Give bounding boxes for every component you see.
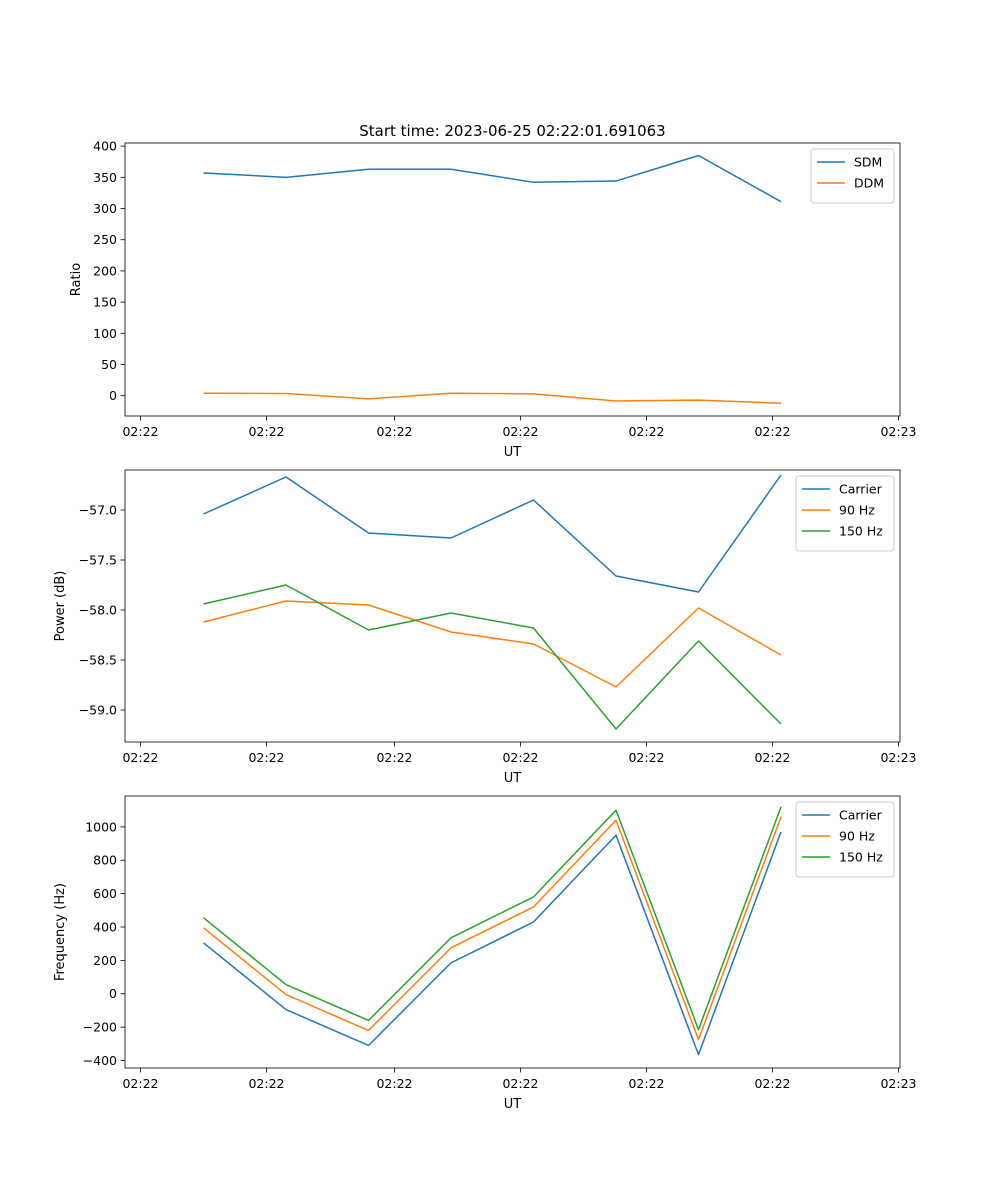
legend: Carrier 90 Hz 150 Hz (795, 801, 895, 878)
y-tick-label: −57.0 (79, 503, 117, 518)
x-tick-label: 02:22 (628, 424, 664, 439)
y-tick-label: 50 (101, 357, 117, 372)
y-tick-label: −59.0 (79, 703, 117, 718)
legend-label: 150 Hz (839, 850, 883, 865)
x-tick-label: 02:22 (628, 750, 664, 765)
y-tick-label: −57.5 (79, 553, 117, 568)
x-tick-label: 02:22 (754, 750, 790, 765)
y-axis-label: Frequency (Hz) (53, 883, 68, 981)
x-tick-label: 02:22 (502, 750, 538, 765)
series-line-sdm (203, 154, 782, 203)
chart-panel-1: 02:22 02:22 02:22 02:22 02:22 02:22 02:23 UT 0 50… (69, 139, 917, 460)
y-tick-label: 200 (93, 953, 117, 968)
x-axis-label: UT (504, 445, 522, 460)
y-tick-label: 250 (93, 232, 117, 247)
y-tick-label: 800 (93, 853, 117, 868)
y-tick-label: 200 (93, 263, 117, 278)
legend-label: 90 Hz (839, 503, 875, 518)
legend-label: Carrier (839, 482, 883, 497)
x-tick-label: 02:22 (376, 424, 412, 439)
y-tick-label: 400 (93, 139, 117, 154)
series-line-150-hz (203, 806, 782, 1031)
plot-frame (124, 142, 901, 417)
x-tick-label: 02:22 (376, 1076, 412, 1091)
legend-label: DDM (854, 176, 884, 191)
x-tick-label: 02:22 (248, 750, 284, 765)
legend-label: SDM (854, 155, 882, 170)
legend-label: Carrier (839, 808, 883, 823)
x-tick-label: 02:22 (376, 750, 412, 765)
y-tick-label: 350 (93, 170, 117, 185)
x-tick-label: 02:22 (122, 424, 158, 439)
legend: SDM DDM (810, 148, 895, 204)
series-line-90-hz (203, 600, 782, 688)
x-tick-label: 02:22 (628, 1076, 664, 1091)
x-tick-label: 02:22 (122, 1076, 158, 1091)
series-line-150-hz (203, 584, 782, 730)
y-axis-label: Power (dB) (53, 571, 68, 642)
y-tick-label: 150 (93, 295, 117, 310)
series-line-ddm (203, 392, 782, 404)
plot-frame (124, 469, 901, 743)
y-tick-label: 600 (93, 886, 117, 901)
y-tick-label: −58.0 (79, 603, 117, 618)
x-tick-label: 02:23 (880, 1076, 916, 1091)
x-tick-label: 02:22 (502, 1076, 538, 1091)
y-tick-label: 0 (109, 986, 117, 1001)
legend: Carrier 90 Hz 150 Hz (795, 475, 895, 552)
y-tick-label: 0 (109, 388, 117, 403)
chart-panel-3: 02:22 02:22 02:22 02:22 02:22 02:22 02:23 UT −40… (53, 795, 917, 1112)
x-tick-label: 02:22 (248, 1076, 284, 1091)
y-tick-label: −200 (83, 1020, 117, 1035)
series-line-90-hz (203, 816, 782, 1041)
x-tick-label: 02:23 (880, 750, 916, 765)
y-tick-label: −400 (83, 1053, 117, 1068)
y-tick-label: 400 (93, 919, 117, 934)
y-tick-label: 100 (93, 326, 117, 341)
y-axis-label: Ratio (69, 263, 84, 296)
x-axis-label: UT (504, 1097, 522, 1112)
y-tick-label: 1000 (85, 819, 117, 834)
figure-title: Start time: 2023-06-25 02:22:01.691063 (359, 122, 665, 140)
legend-label: 90 Hz (839, 829, 875, 844)
series-line-carrier (203, 474, 782, 593)
x-tick-label: 02:23 (880, 424, 916, 439)
legend-box (795, 801, 895, 878)
x-tick-label: 02:22 (122, 750, 158, 765)
chart-panel-2: 02:22 02:22 02:22 02:22 02:22 02:22 02:23 UT −57… (53, 469, 917, 786)
y-tick-label: 300 (93, 201, 117, 216)
legend-box (795, 475, 895, 552)
x-tick-label: 02:22 (502, 424, 538, 439)
plot-frame (124, 795, 901, 1069)
series-line-carrier (203, 831, 782, 1056)
legend-label: 150 Hz (839, 524, 883, 539)
x-axis-label: UT (504, 771, 522, 786)
x-tick-label: 02:22 (754, 424, 790, 439)
x-tick-label: 02:22 (754, 1076, 790, 1091)
x-tick-label: 02:22 (248, 424, 284, 439)
y-tick-label: −58.5 (79, 653, 117, 668)
